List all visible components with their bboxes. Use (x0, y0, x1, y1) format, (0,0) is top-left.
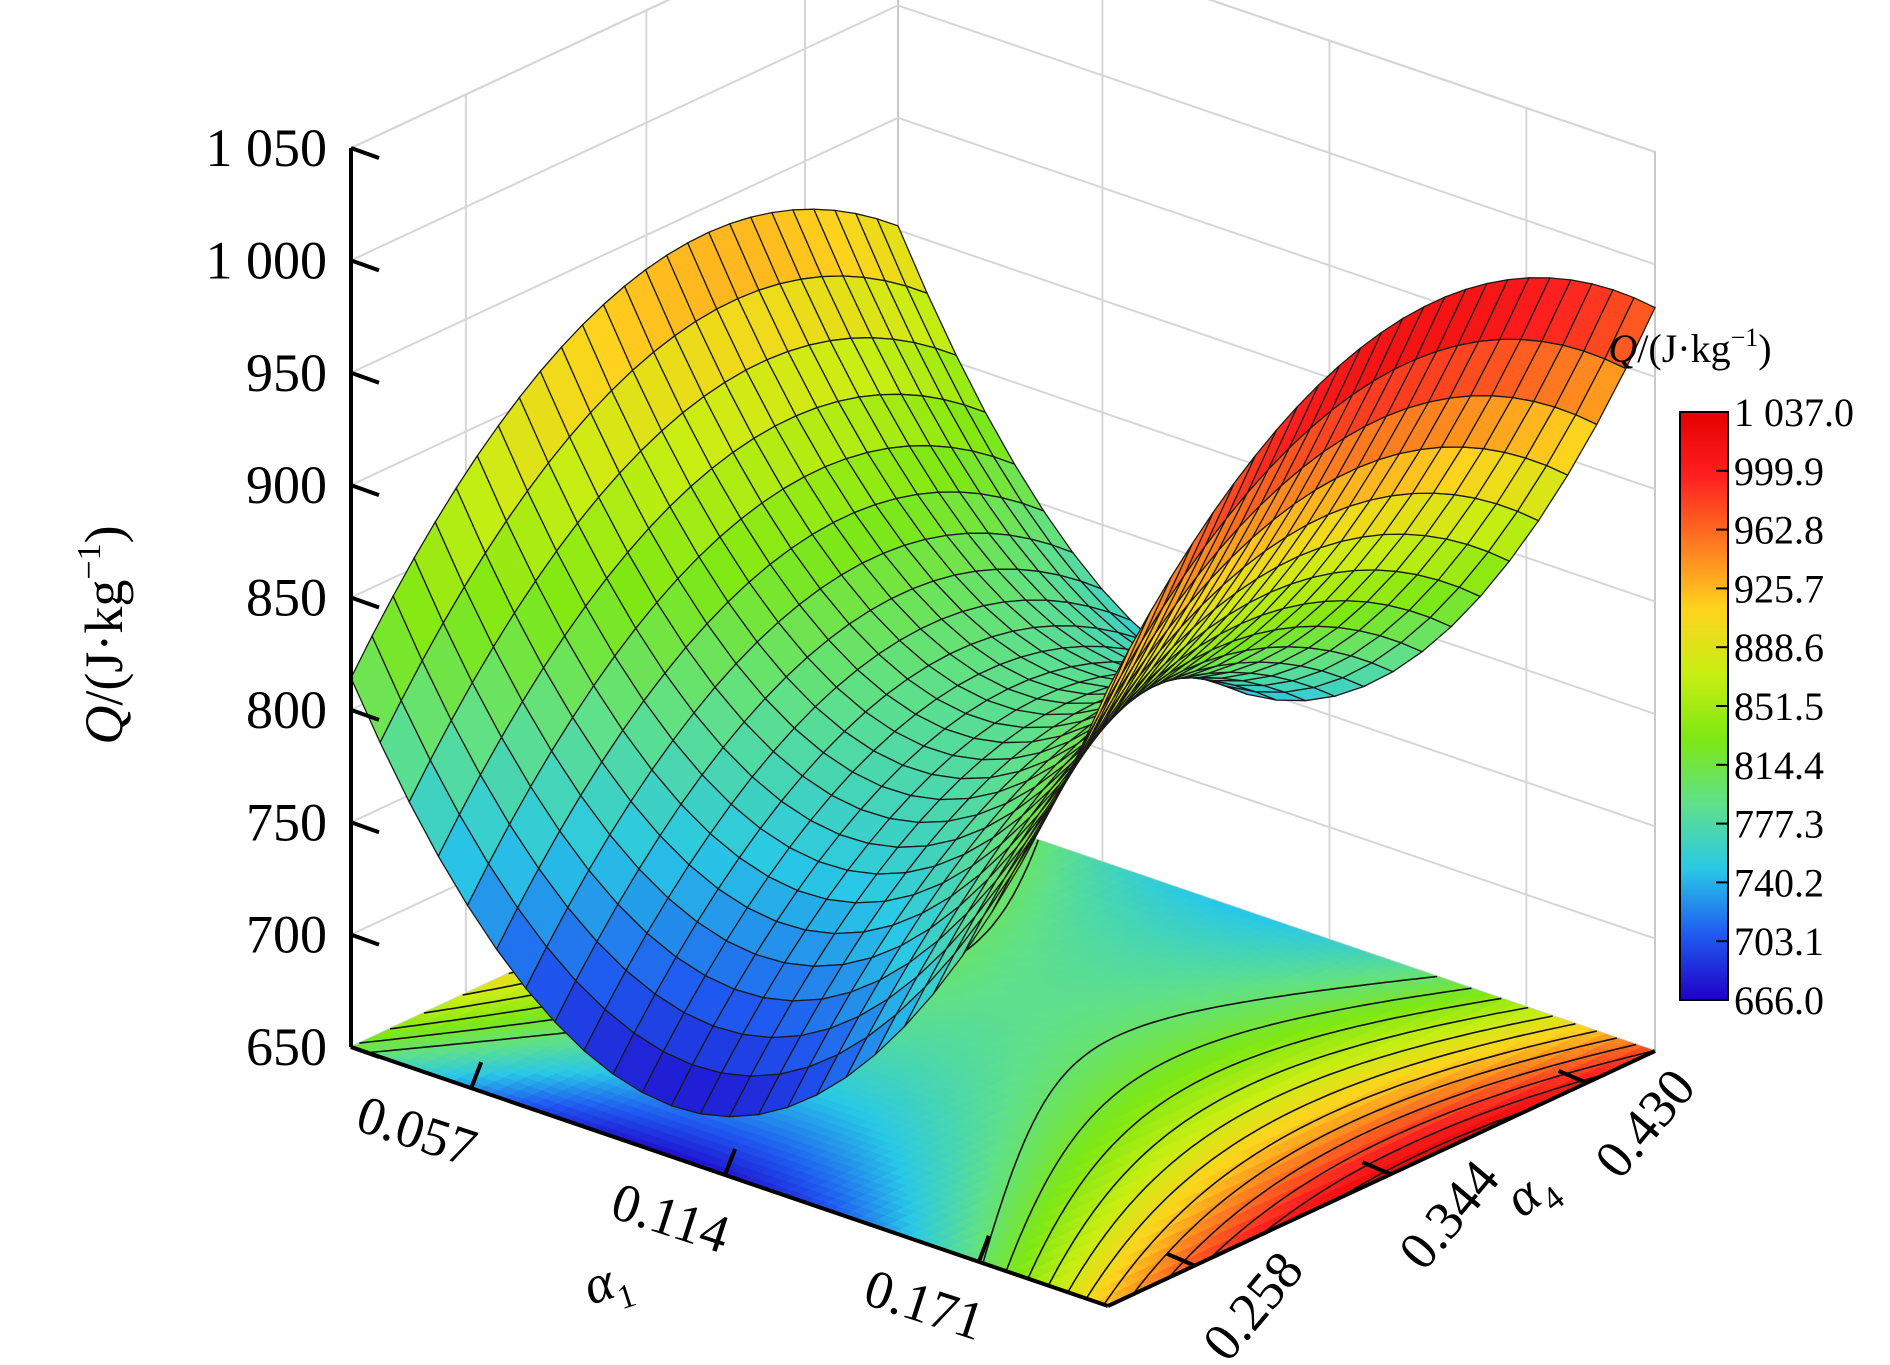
colorbar-tick-label: 740.2 (1734, 860, 1824, 905)
floor-contour-line (1168, 1043, 1637, 1279)
colorbar-tick-label: 777.3 (1734, 802, 1824, 847)
z-tick-mark (350, 258, 380, 273)
colorbar-title: Q/(J·kg−1) (1608, 323, 1771, 371)
z-tick-mark (350, 595, 380, 610)
colorbar-tick-label: 814.4 (1734, 743, 1824, 788)
colorbar-tick-label: 888.6 (1734, 625, 1824, 670)
z-tick-label: 750 (246, 792, 327, 852)
z-tick-mark (350, 483, 380, 498)
z-tick-label: 1 050 (206, 118, 328, 178)
z-tick-label: 700 (246, 905, 327, 965)
colorbar-tick-label: 666.0 (1734, 978, 1824, 1023)
z-tick-label: 1 000 (206, 230, 328, 290)
x-tick-label: 0.057 (350, 1084, 484, 1179)
z-tick-label: 800 (246, 680, 327, 740)
y-axis-label: α4 (1493, 1153, 1572, 1236)
x-axis-label: α1 (576, 1245, 641, 1326)
z-tick-mark (350, 820, 380, 835)
z-tick-label: 650 (246, 1017, 327, 1077)
z-tick-mark (350, 146, 380, 160)
z-gridline (350, 0, 1656, 153)
z-tick-mark (350, 932, 380, 947)
colorbar-tick-label: 851.5 (1734, 684, 1824, 729)
z-tick-label: 850 (246, 568, 327, 628)
colorbar-tick-label: 925.7 (1734, 566, 1824, 611)
colorbar-tick-label: 1 037.0 (1734, 390, 1854, 435)
z-gridline (350, 4, 1656, 266)
colorbar-tick-label: 999.9 (1734, 449, 1824, 494)
x-tick-label: 0.114 (605, 1171, 737, 1265)
z-tick-label: 900 (246, 455, 327, 515)
floor-contour-line (1132, 1037, 1618, 1295)
z-gridline (350, 116, 1656, 378)
colorbar-tick-label: 703.1 (1734, 919, 1824, 964)
colorbar: Q/(J·kg−1) 1 037.0 999.9 962.8 925.7 888.6 85… (1608, 323, 1854, 1023)
z-tick-mark (350, 370, 380, 385)
colorbar-ticks: 1 037.0 999.9 962.8 925.7 888.6 851.5 814.4 777… (1716, 390, 1854, 1023)
x-tick-label: 0.171 (857, 1257, 991, 1352)
floor-contour-line (1261, 1073, 1606, 1236)
z-tick-label: 950 (246, 343, 327, 403)
colorbar-tick-label: 962.8 (1734, 508, 1824, 553)
response-surface (350, 208, 1656, 1118)
z-axis-label: Q/(J·kg−1) (71, 525, 134, 744)
